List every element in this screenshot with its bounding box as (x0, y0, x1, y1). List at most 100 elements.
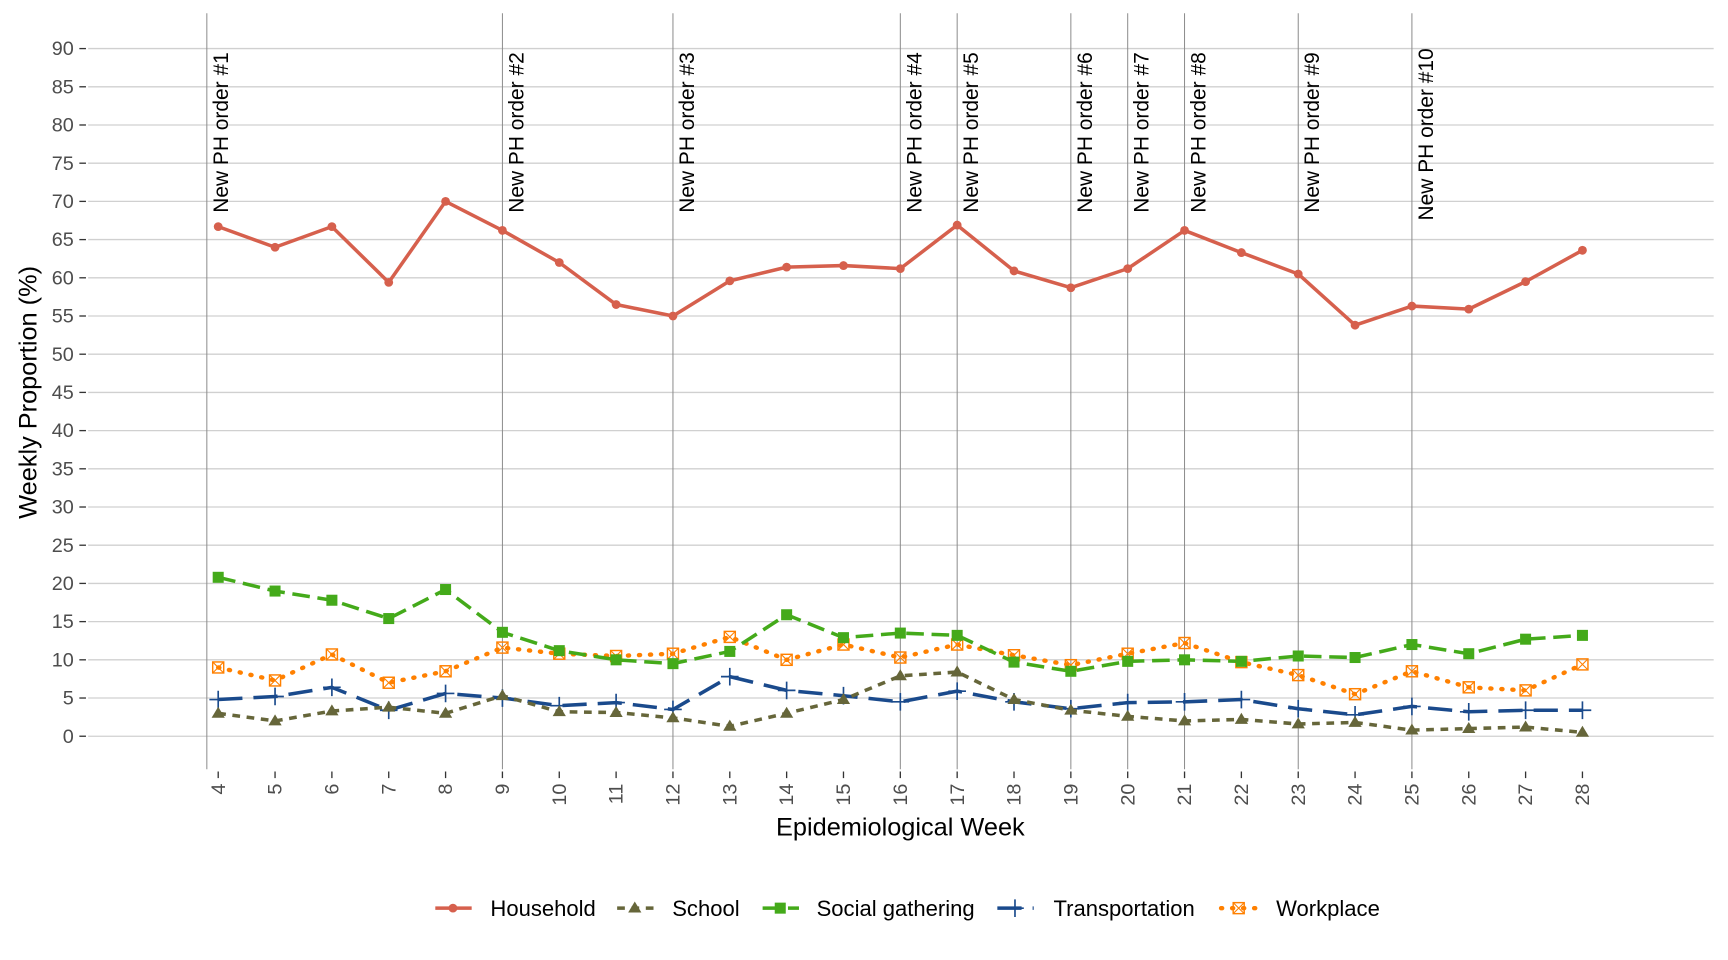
point-marker (1122, 655, 1134, 667)
point-marker (1008, 656, 1020, 668)
x-tick-label: 27 (1515, 784, 1537, 806)
series-social-gathering (212, 571, 1588, 677)
point-marker (894, 651, 907, 664)
point-marker (1519, 684, 1532, 697)
point-marker (723, 630, 737, 644)
point-marker (777, 681, 796, 700)
legend: Household School Social gathering Transport… (435, 896, 1380, 921)
y-tick-label: 5 (63, 688, 74, 710)
y-tick-label: 55 (52, 306, 74, 328)
point-marker (552, 705, 566, 717)
point-marker (723, 630, 736, 643)
point-marker (384, 277, 394, 287)
point-marker (495, 689, 510, 701)
point-marker (1009, 266, 1019, 276)
legend-label: Household (490, 896, 595, 921)
x-tick-label: 24 (1345, 784, 1367, 806)
legend-label: Social gathering (817, 896, 975, 921)
point-marker (325, 648, 339, 661)
point-marker (1123, 264, 1133, 274)
point-marker (1405, 723, 1419, 735)
point-marker (441, 196, 450, 206)
x-tick-label: 7 (378, 784, 400, 795)
annotation-label: New PH order #4 (903, 52, 926, 213)
point-marker (554, 258, 564, 267)
x-tick-label: 19 (1060, 784, 1082, 806)
point-marker (1291, 717, 1305, 729)
point-marker (1518, 720, 1533, 732)
point-marker (668, 311, 678, 321)
y-tick-label: 75 (52, 153, 74, 175)
point-marker (780, 653, 793, 667)
x-tick-label: 21 (1174, 784, 1196, 806)
point-marker (1405, 665, 1419, 678)
point-marker (1463, 648, 1475, 660)
point-marker (212, 571, 224, 583)
annotation-label: New PH order #2 (505, 52, 528, 212)
legend-item: Household (435, 896, 596, 921)
point-marker (1406, 639, 1418, 651)
point-marker (496, 641, 509, 654)
y-tick-label: 10 (52, 649, 74, 671)
point-marker (323, 678, 341, 697)
point-marker (839, 261, 848, 270)
point-marker (952, 220, 962, 230)
annotation-label: New PH order #1 (210, 52, 233, 212)
point-marker (327, 222, 337, 232)
annotation-label: New PH order #10 (1415, 48, 1438, 220)
x-tick-label: 17 (947, 784, 969, 806)
point-marker (1065, 665, 1077, 677)
point-marker (893, 669, 907, 681)
point-marker (1235, 655, 1247, 667)
point-marker (1292, 650, 1304, 662)
y-tick-label: 0 (63, 726, 74, 748)
y-tick-label: 65 (52, 229, 74, 251)
point-marker (725, 276, 735, 286)
point-marker (894, 651, 907, 664)
point-marker (1064, 703, 1078, 715)
point-marker (894, 627, 906, 639)
y-tick-label: 60 (52, 267, 74, 289)
x-tick-label: 5 (265, 784, 287, 795)
point-marker (1007, 692, 1021, 704)
point-marker (211, 706, 225, 718)
legend-label: School (672, 896, 739, 921)
point-marker (1576, 658, 1589, 671)
point-marker (326, 594, 338, 606)
annotation-label: New PH order #9 (1301, 52, 1324, 212)
x-tick-label: 11 (606, 784, 628, 805)
point-marker (1293, 269, 1303, 279)
point-marker (325, 704, 339, 716)
x-tick-label: 28 (1572, 784, 1594, 806)
x-tick-label: 22 (1231, 784, 1253, 806)
point-marker (498, 226, 507, 235)
legend-item: Workplace (1218, 896, 1380, 921)
point-marker (948, 682, 966, 700)
point-marker (1232, 690, 1251, 709)
point-marker (1519, 684, 1532, 697)
point-marker (1576, 629, 1588, 641)
point-marker (1348, 715, 1362, 727)
point-marker (212, 661, 225, 674)
point-marker (1403, 697, 1421, 716)
legend-item: School (617, 896, 740, 921)
y-tick-label: 90 (52, 38, 74, 60)
point-marker (891, 693, 910, 711)
annotation-label: New PH order #6 (1074, 52, 1097, 212)
x-tick-label: 23 (1288, 784, 1310, 806)
point-marker (667, 658, 679, 670)
point-marker (268, 714, 282, 726)
legend-label: Transportation (1054, 896, 1195, 921)
x-tick-label: 14 (776, 784, 798, 806)
point-marker (1464, 304, 1474, 314)
point-marker (1521, 277, 1531, 287)
point-marker (438, 706, 453, 718)
point-marker (1575, 725, 1590, 737)
point-marker (1520, 633, 1532, 645)
point-marker (1573, 701, 1592, 720)
legend-item: Social gathering (762, 896, 975, 921)
point-marker (1179, 654, 1191, 666)
y-tick-label: 85 (52, 76, 74, 98)
annotation-label: New PH order #5 (960, 52, 983, 212)
point-marker (209, 690, 228, 709)
